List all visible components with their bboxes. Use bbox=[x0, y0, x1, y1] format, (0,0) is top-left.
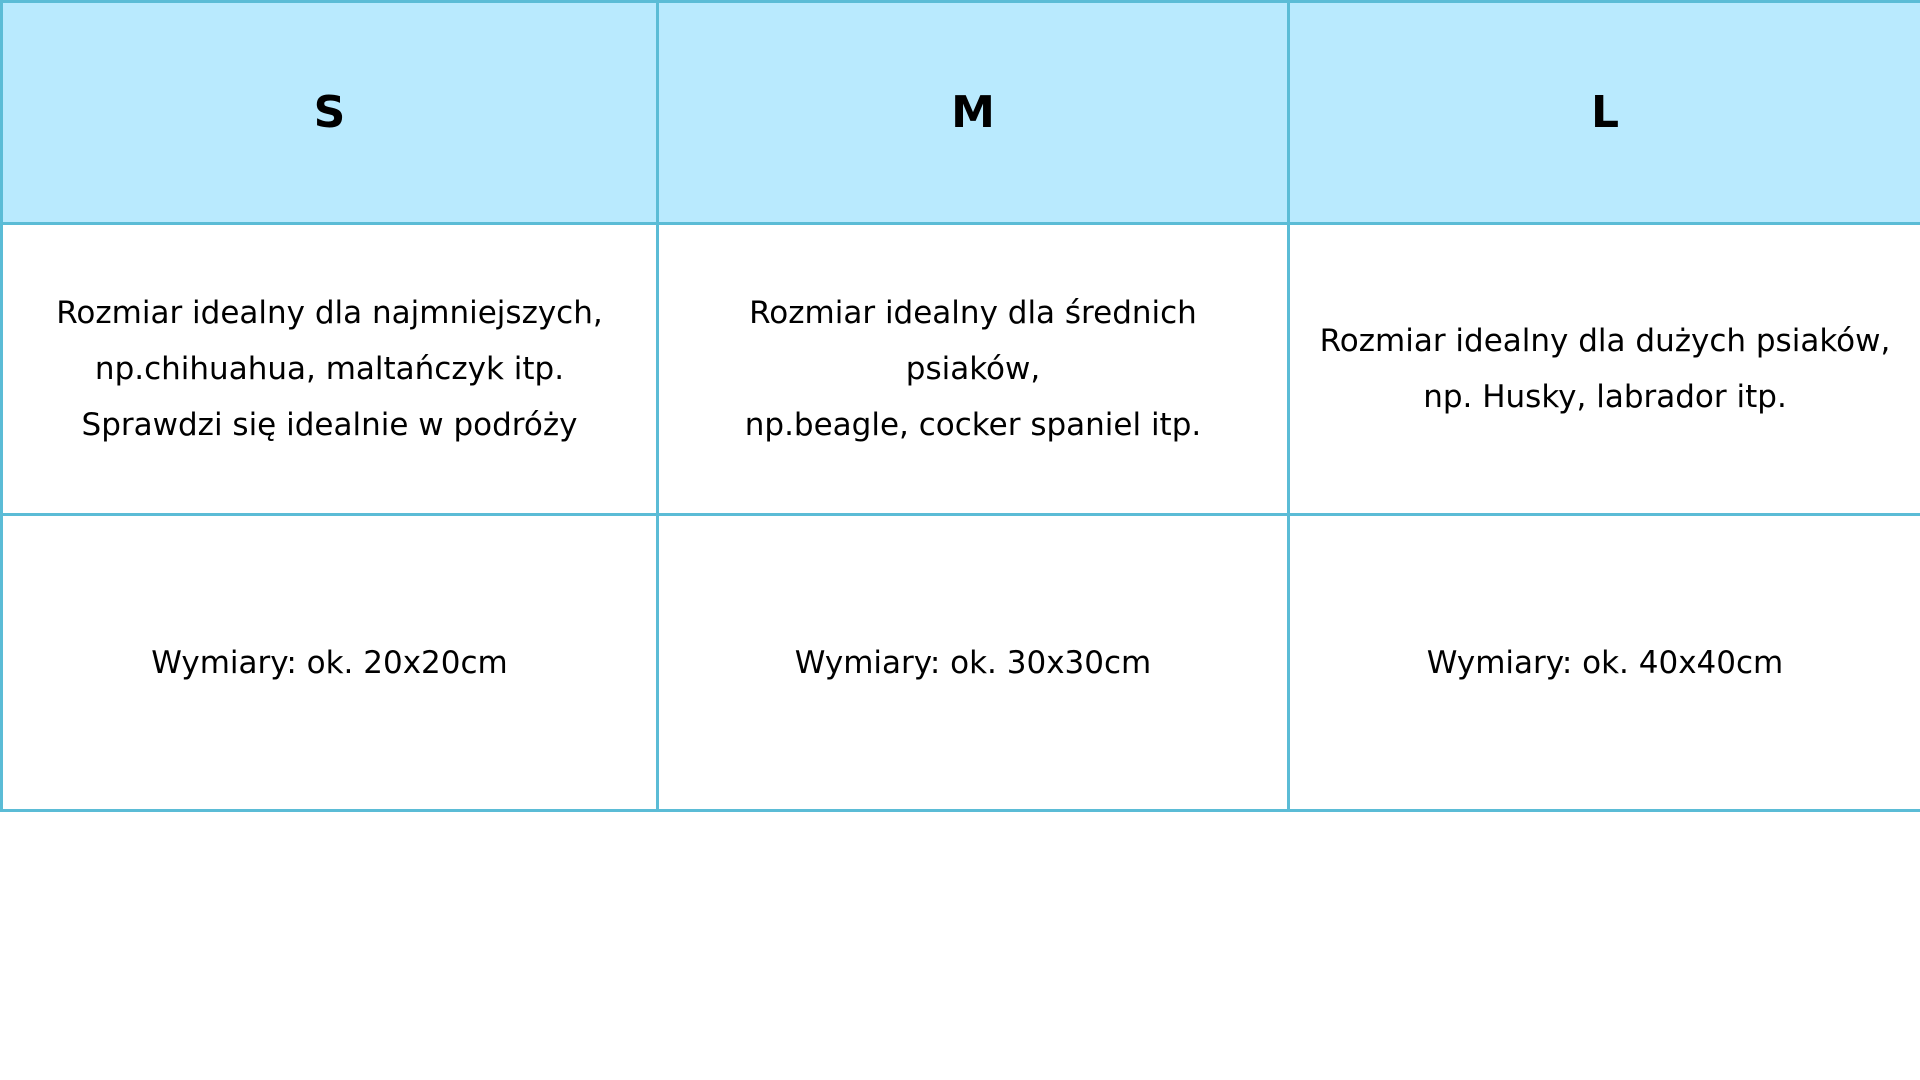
description-line: Sprawdzi się idealnie w podróży bbox=[81, 407, 578, 443]
description-line: np.beagle, cocker spaniel itp. bbox=[744, 407, 1202, 443]
description-l: Rozmiar idealny dla dużych psiaków, np. … bbox=[1287, 222, 1920, 516]
description-row: Rozmiar idealny dla najmniejszych, np.ch… bbox=[0, 222, 1920, 516]
header-row: S M L bbox=[0, 0, 1920, 225]
size-header-m: M bbox=[656, 0, 1290, 225]
description-m: Rozmiar idealny dla średnich psiaków, np… bbox=[656, 222, 1290, 516]
description-line: Rozmiar idealny dla średnich bbox=[749, 295, 1197, 331]
dimensions-s: Wymiary: ok. 20x20cm bbox=[0, 513, 659, 812]
description-line: np. Husky, labrador itp. bbox=[1423, 379, 1787, 415]
description-line: psiaków, bbox=[905, 351, 1041, 387]
description-s: Rozmiar idealny dla najmniejszych, np.ch… bbox=[0, 222, 659, 516]
size-table: S M L Rozmiar idealny dla najmniejszych,… bbox=[0, 0, 1920, 812]
description-line: Rozmiar idealny dla najmniejszych, bbox=[56, 295, 603, 331]
description-line: Rozmiar idealny dla dużych psiaków, bbox=[1319, 323, 1891, 359]
description-line: np.chihuahua, maltańczyk itp. bbox=[94, 351, 565, 387]
dimensions-row: Wymiary: ok. 20x20cm Wymiary: ok. 30x30c… bbox=[0, 513, 1920, 812]
size-header-s: S bbox=[0, 0, 659, 225]
dimensions-l: Wymiary: ok. 40x40cm bbox=[1287, 513, 1920, 812]
size-header-l: L bbox=[1287, 0, 1920, 225]
dimensions-m: Wymiary: ok. 30x30cm bbox=[656, 513, 1290, 812]
